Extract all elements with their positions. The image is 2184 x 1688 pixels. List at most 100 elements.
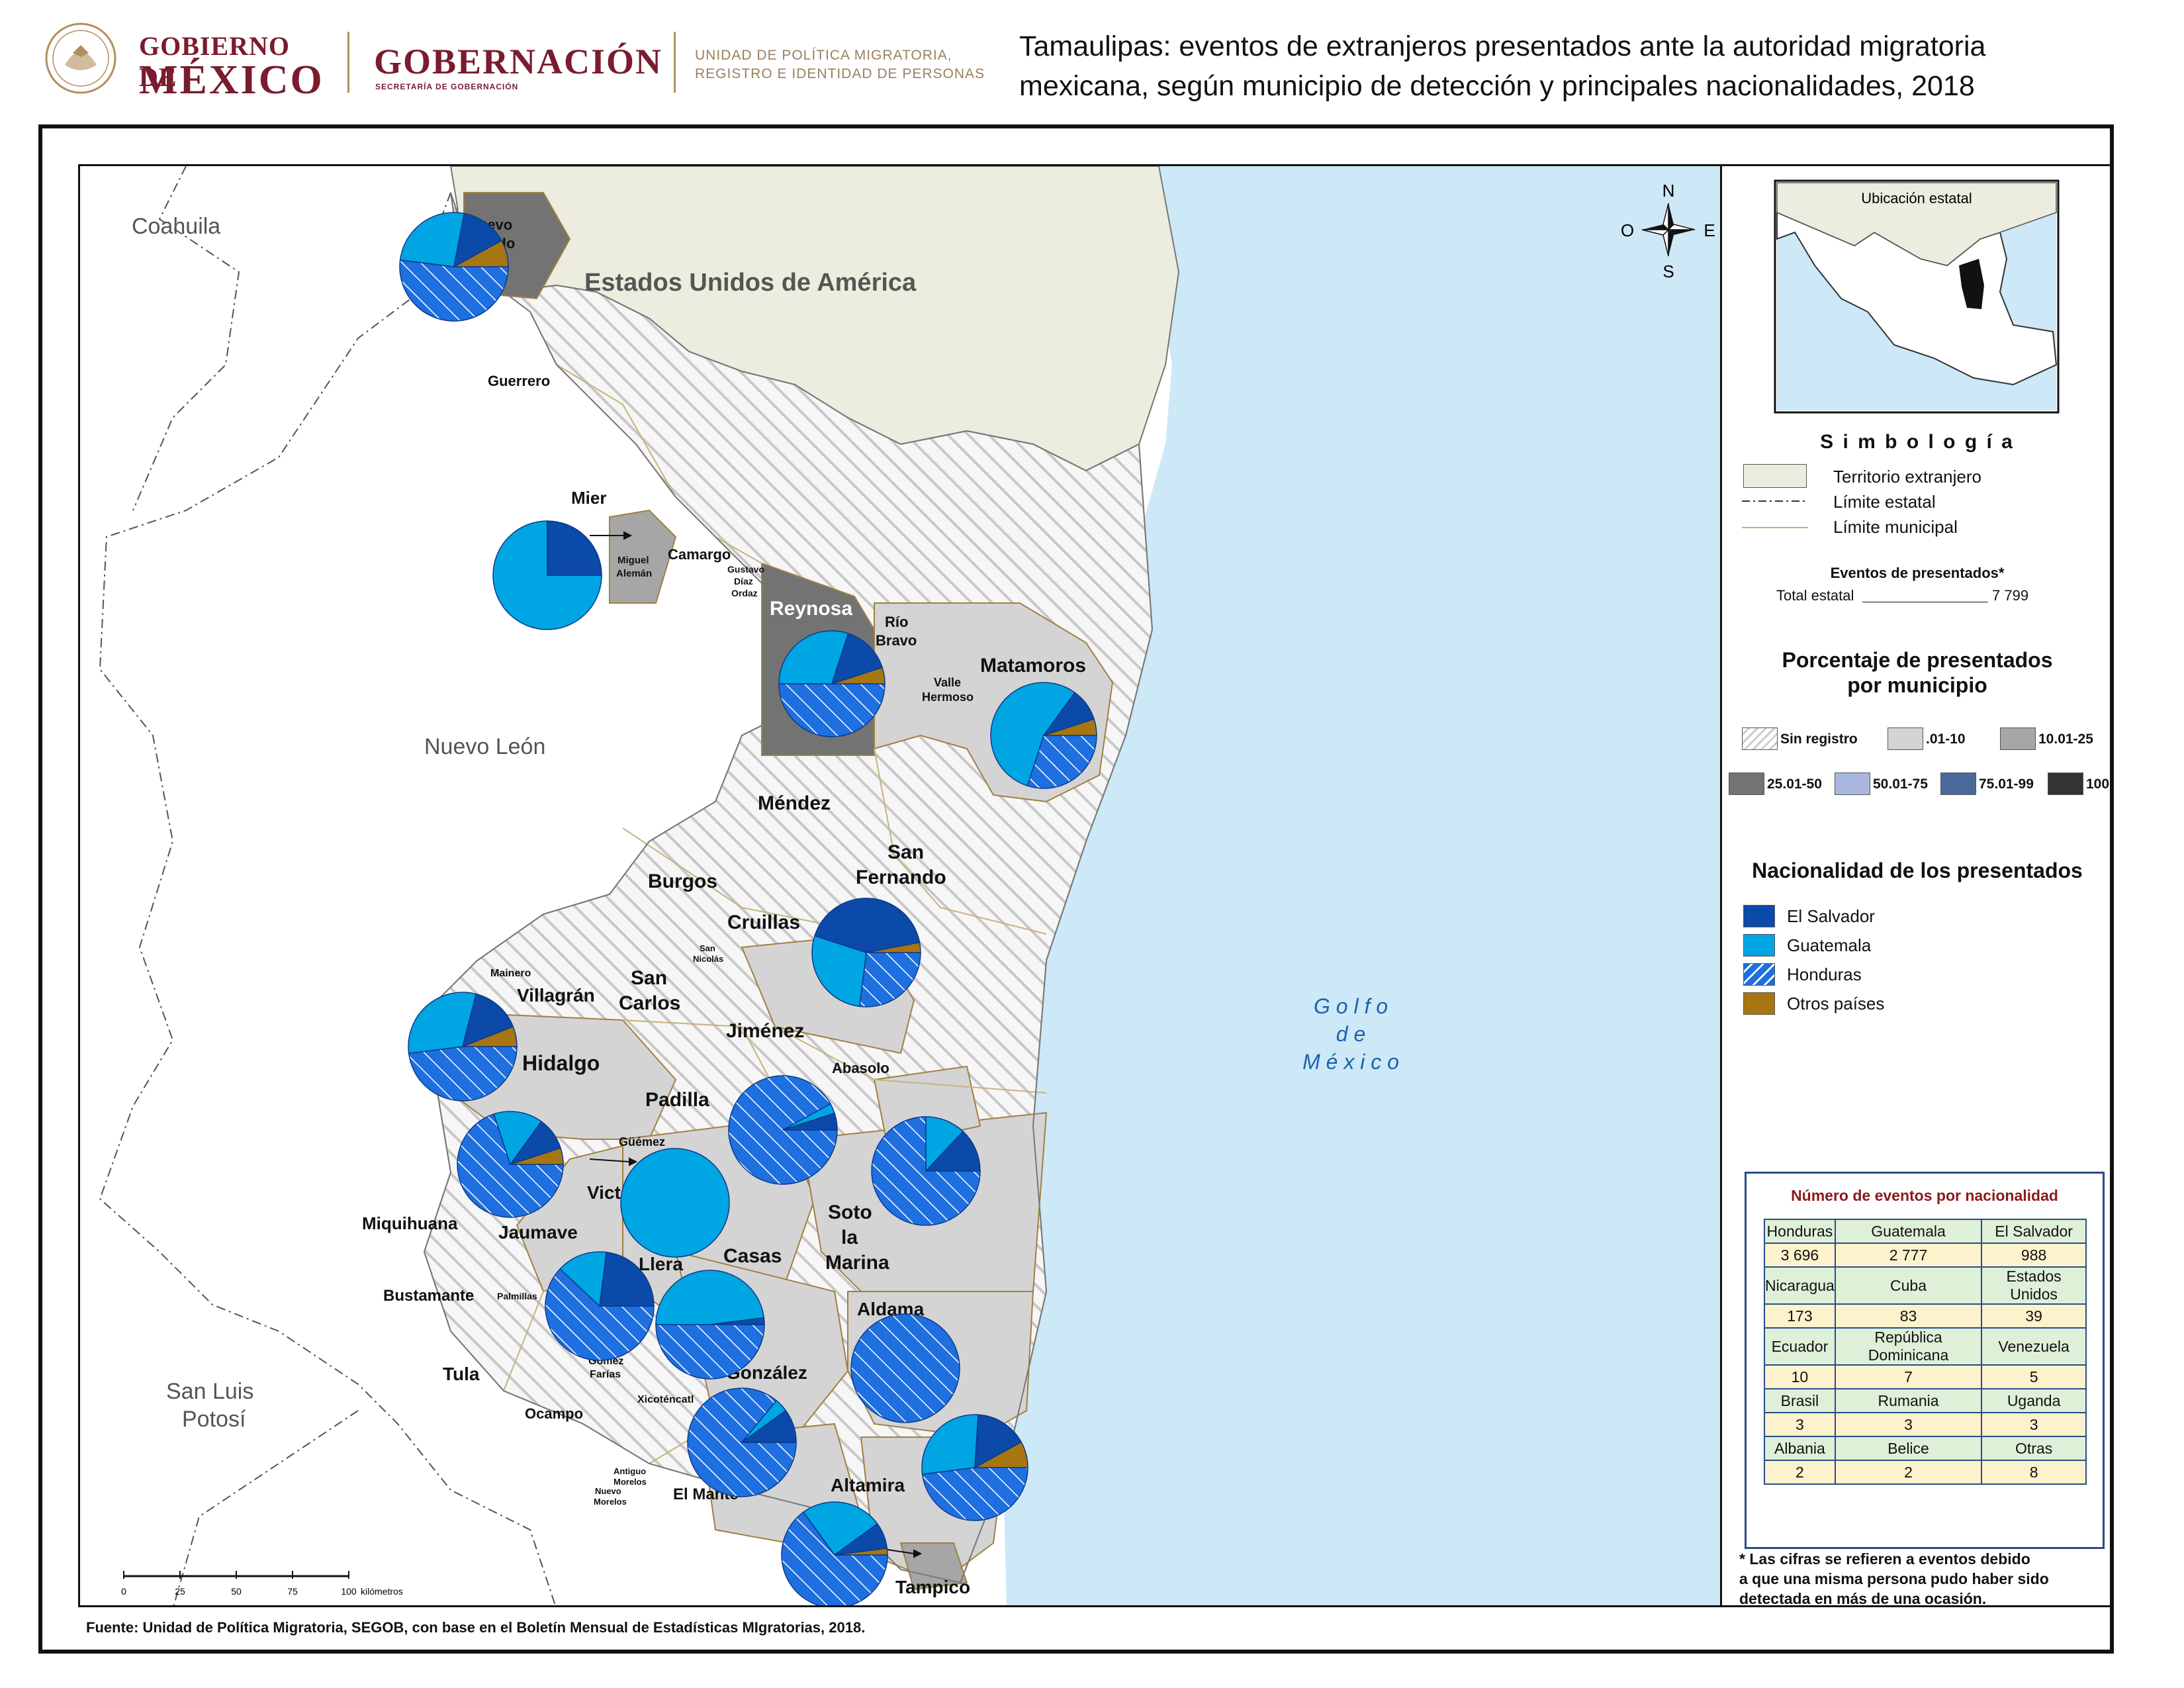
- label-matamoros: Matamoros: [980, 655, 1086, 677]
- class-label: .01-10: [1926, 731, 1966, 747]
- pie-slice-otros: [831, 667, 886, 684]
- nationality-title: Nacionalidad de los presentados: [1752, 859, 2083, 882]
- legend-territorio: Territorio extranjero: [1833, 467, 1981, 487]
- table-label-row: Nicaragua Cuba Estados Unidos: [1764, 1266, 2087, 1305]
- table-label-cell: Guatemala: [1834, 1219, 1983, 1244]
- pie-slice-el-salvador: [974, 1414, 1023, 1469]
- label-san-luis-potosi-1: San Luis: [166, 1379, 253, 1404]
- label-valle-hermoso: Valle: [934, 676, 961, 689]
- table-value-cell: 39: [1981, 1303, 2087, 1329]
- scale-tick: 0: [121, 1586, 126, 1597]
- pie-slice-otros: [510, 1147, 564, 1165]
- label-soto-la-marina: Soto: [828, 1201, 872, 1223]
- pie-slice-el-salvador: [599, 1251, 655, 1307]
- pie-slice-guatemala: [492, 520, 602, 630]
- label-abasolo: Abasolo: [832, 1060, 889, 1076]
- unit-name-line2: REGISTRO E IDENTIDAD DE PERSONAS: [695, 66, 985, 81]
- label-san-luis-potosi-2: Potosí: [182, 1407, 246, 1432]
- label-tampico: Tampico: [895, 1577, 970, 1597]
- source-note: Fuente: Unidad de Política Migratoria, S…: [86, 1619, 866, 1636]
- compass-n: N: [1662, 181, 1675, 201]
- label-hidalgo: Hidalgo: [522, 1051, 600, 1075]
- table-label-cell: El Salvador: [1981, 1219, 2087, 1244]
- label-san-fernando: Fernando: [856, 867, 946, 888]
- table-value-cell: 173: [1764, 1303, 1836, 1329]
- label-guemez: Güémez: [619, 1135, 665, 1149]
- pie-casas: [655, 1270, 765, 1380]
- footnote-line3: detectada en más de una ocasión.: [1739, 1590, 1987, 1607]
- nationality-label: El Salvador: [1787, 906, 1875, 926]
- table-label-cell: Honduras: [1764, 1219, 1836, 1244]
- footnote: * Las cifras se refieren a eventos debid…: [1739, 1549, 2049, 1609]
- pie-slice-el-salvador: [925, 1131, 981, 1172]
- label-guerrero: Guerrero: [488, 373, 550, 389]
- pie-villagran: [408, 992, 518, 1102]
- pie-slice-el-salvador: [740, 1409, 797, 1443]
- footnote-line2: a que una misma persona pudo haber sido: [1739, 1570, 2049, 1587]
- pie-slice-guatemala: [811, 935, 867, 1008]
- pie-slice-honduras: [1026, 735, 1097, 789]
- label-miguel-aleman: Alemán: [616, 568, 652, 579]
- gobierno-line2: MÉXICO: [139, 58, 324, 103]
- label-soto-la-marina: Marina: [825, 1252, 889, 1274]
- table-value-cell: 7: [1834, 1364, 1983, 1389]
- pie-charts: [399, 212, 1097, 1605]
- symbology-title: S i m b o l o g í a: [1820, 431, 2015, 453]
- label-xicotencatl: Xicoténcatl: [637, 1394, 694, 1405]
- legend-limite-estatal: Límite estatal: [1833, 492, 1936, 512]
- class-label: Sin registro: [1780, 731, 1858, 747]
- swatch-class: [1940, 773, 1976, 795]
- label-mier: Mier: [571, 488, 606, 508]
- label-antiguo-morelos: Antiguo: [614, 1466, 646, 1476]
- gobierno-line1: GOBIERNO DE: [139, 31, 291, 92]
- class-label: 75.01-99: [1979, 776, 2034, 792]
- label-camargo: Camargo: [668, 546, 731, 563]
- map-svg: Coahuila Estados Unidos de América Nuevo…: [80, 166, 1720, 1605]
- table-label-cell: Venezuela: [1981, 1327, 2087, 1366]
- pie-matamoros: [990, 682, 1097, 789]
- label-jaumave: Jaumave: [498, 1222, 578, 1243]
- label-soto-la-marina: la: [841, 1227, 858, 1248]
- table-label-cell: Brasil: [1764, 1388, 1836, 1413]
- swatch-class: [1729, 773, 1764, 795]
- label-casas: Casas: [723, 1245, 782, 1267]
- pie-slice-otros: [462, 1025, 518, 1047]
- swatch-nationality: [1743, 963, 1775, 986]
- swatch-class: [1835, 773, 1870, 795]
- scale-unit: kilómetros: [361, 1586, 403, 1597]
- table-label-cell: Otras: [1981, 1436, 2087, 1461]
- pie-slice-el-salvador: [461, 993, 514, 1048]
- leader-arrows: [589, 531, 923, 1558]
- pie-slice-otros: [834, 1548, 888, 1556]
- label-miguel-aleman: Miguel: [617, 555, 649, 566]
- label-gustavo-diaz-ordaz: Díaz: [734, 576, 753, 586]
- label-nuevo-leon: Nuevo León: [424, 734, 545, 759]
- pie-slice-honduras: [871, 1116, 981, 1226]
- gobernacion-subtitle: SECRETARÍA DE GOBERNACIÓN: [375, 82, 519, 91]
- map-title: Tamaulipas: eventos de extranjeros prese…: [1019, 26, 2144, 106]
- label-gulf-1: G o l f o: [1314, 994, 1388, 1018]
- pie-slice-honduras: [655, 1324, 765, 1380]
- label-coahuila: Coahuila: [132, 214, 220, 239]
- compass-icon: N S E O: [1621, 181, 1715, 281]
- compass-e: E: [1704, 220, 1715, 240]
- table-value-cell: 2: [1764, 1460, 1836, 1485]
- pct-title-2: por municipio: [1847, 673, 1987, 697]
- pie-slice-el-salvador: [814, 898, 921, 953]
- label-bustamante: Bustamante: [383, 1287, 474, 1305]
- table-value-cell: 5: [1981, 1364, 2087, 1389]
- inset-title: Ubicación estatal: [1861, 190, 1972, 207]
- pie-slice-guatemala: [399, 212, 465, 267]
- unit-name: UNIDAD DE POLÍTICA MIGRATORIA, REGISTRO …: [695, 46, 985, 83]
- swatch-territorio: [1743, 464, 1807, 488]
- gobierno-de-mexico-logo: GOBIERNO DE MÉXICO: [40, 19, 331, 103]
- table-value-cell: 988: [1981, 1243, 2087, 1268]
- label-rio-bravo: Bravo: [876, 632, 917, 649]
- pie-slice-honduras: [408, 1046, 518, 1102]
- table-label-cell: Nicaragua: [1764, 1266, 1836, 1305]
- inset-tamaulipas: [1959, 259, 1984, 309]
- pie-soto-la-marina: [871, 1116, 981, 1226]
- table-label-cell: Rumania: [1834, 1388, 1983, 1413]
- class-label: 50.01-75: [1873, 776, 1928, 792]
- label-burgos: Burgos: [648, 870, 717, 892]
